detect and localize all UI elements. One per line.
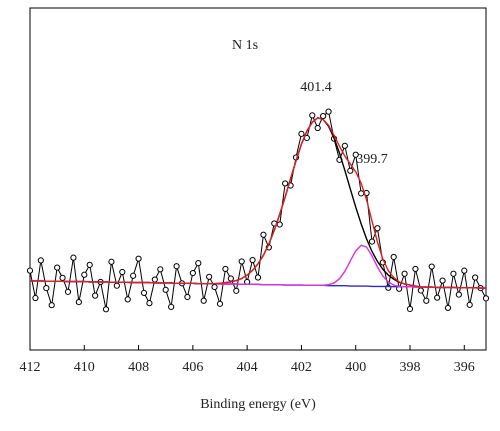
data-point [32, 294, 39, 302]
data-point [195, 260, 202, 267]
data-point [298, 130, 305, 137]
data-point [233, 287, 240, 294]
x-axis-label: Binding energy (eV) [200, 397, 316, 412]
data-point [260, 231, 267, 238]
data-point [444, 304, 452, 312]
data-point [347, 167, 354, 174]
data-point [482, 295, 490, 302]
plot-frame [29, 7, 487, 351]
x-tick-label: 406 [182, 360, 203, 375]
data-point [412, 265, 419, 273]
data-point [401, 270, 408, 277]
data-point [102, 306, 110, 313]
x-tick-label: 408 [128, 360, 149, 375]
data-point [434, 294, 441, 301]
data-point [450, 270, 457, 277]
data-point [358, 190, 365, 197]
data-point [254, 274, 262, 281]
data-point [81, 271, 88, 278]
data-point [70, 254, 77, 261]
data-point [276, 221, 283, 228]
data-point [282, 180, 289, 187]
x-tick-label: 400 [345, 360, 366, 375]
data-point [124, 296, 131, 303]
data-point [249, 256, 256, 264]
data-point [341, 142, 348, 149]
data-point [352, 151, 359, 158]
data-point [135, 255, 142, 262]
data-point [43, 284, 50, 292]
x-tick-label: 396 [454, 360, 475, 375]
data-point [374, 225, 381, 232]
data-point [461, 267, 468, 274]
data-point [64, 288, 72, 295]
data-point [455, 291, 462, 298]
data-point [472, 274, 479, 281]
data-point [189, 269, 196, 277]
data-point [200, 297, 207, 304]
data-point [314, 124, 321, 132]
data-point [216, 300, 224, 307]
data-point [130, 272, 137, 279]
data-point [325, 108, 332, 115]
data-point [113, 282, 120, 289]
data-point [37, 257, 44, 264]
data-point [439, 277, 446, 284]
data-point [238, 258, 245, 265]
data-point [368, 238, 376, 245]
data-point [119, 268, 126, 276]
data-point [222, 265, 229, 273]
data-point [140, 289, 148, 296]
data-point [417, 287, 424, 294]
data-point [151, 276, 158, 283]
data-point [26, 267, 34, 274]
data-point [173, 263, 180, 270]
data-point [184, 293, 191, 301]
data-point [227, 275, 234, 282]
x-tick-label: 412 [20, 360, 41, 375]
data-point [75, 299, 82, 306]
data-point [168, 303, 175, 311]
data-point [59, 274, 66, 281]
data-point [423, 297, 430, 304]
data-point [309, 112, 316, 119]
x-tick-label: 398 [400, 360, 421, 375]
data-point [54, 264, 61, 271]
data-point [108, 258, 115, 265]
x-tick-label: 402 [291, 360, 312, 375]
data-point [86, 261, 93, 268]
data-point [146, 300, 153, 307]
data-point [157, 266, 164, 273]
annotation: 401.4 [300, 80, 332, 95]
data-point [206, 273, 213, 280]
data-point [428, 263, 435, 270]
data-point [211, 283, 218, 291]
data-point [162, 286, 169, 293]
data-point [466, 301, 473, 308]
fit-curve [30, 116, 486, 289]
data-point [48, 302, 55, 309]
data-point [390, 253, 397, 261]
x-tick-label: 410 [74, 360, 95, 375]
annotation: 399.7 [356, 152, 388, 167]
data-point [406, 305, 414, 313]
x-tick-label: 404 [237, 360, 258, 375]
data-point [320, 112, 327, 120]
data-point [92, 292, 99, 299]
annotation: N 1s [232, 38, 258, 53]
